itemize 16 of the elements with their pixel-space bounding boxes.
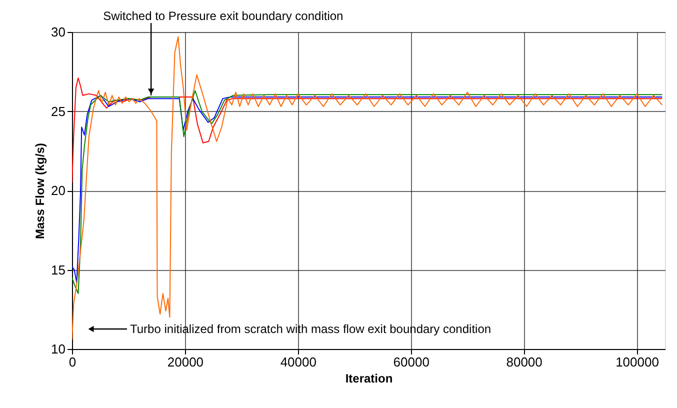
x-tick-label: 80000 bbox=[506, 354, 542, 370]
line-series bbox=[72, 77, 663, 184]
y-tick-label: 20 bbox=[51, 183, 66, 198]
y-tick-label: 25 bbox=[51, 104, 66, 119]
x-tick-label: 20000 bbox=[167, 354, 204, 370]
x-axis-title: Iteration bbox=[345, 372, 393, 386]
y-tick-label: 15 bbox=[51, 262, 66, 278]
y-tick-label: 10 bbox=[51, 342, 66, 356]
x-tick-label: 60000 bbox=[393, 354, 430, 370]
x-tick-label: 0 bbox=[68, 354, 76, 370]
line-series bbox=[72, 36, 663, 340]
y-tick-label: 30 bbox=[51, 24, 66, 40]
x-tick-label: 100000 bbox=[616, 354, 659, 370]
annotation: Switched to Pressure exit boundary condition bbox=[103, 9, 344, 23]
x-tick-label: 40000 bbox=[280, 354, 316, 370]
y-axis-title: Mass Flow (kg/s) bbox=[33, 142, 48, 240]
